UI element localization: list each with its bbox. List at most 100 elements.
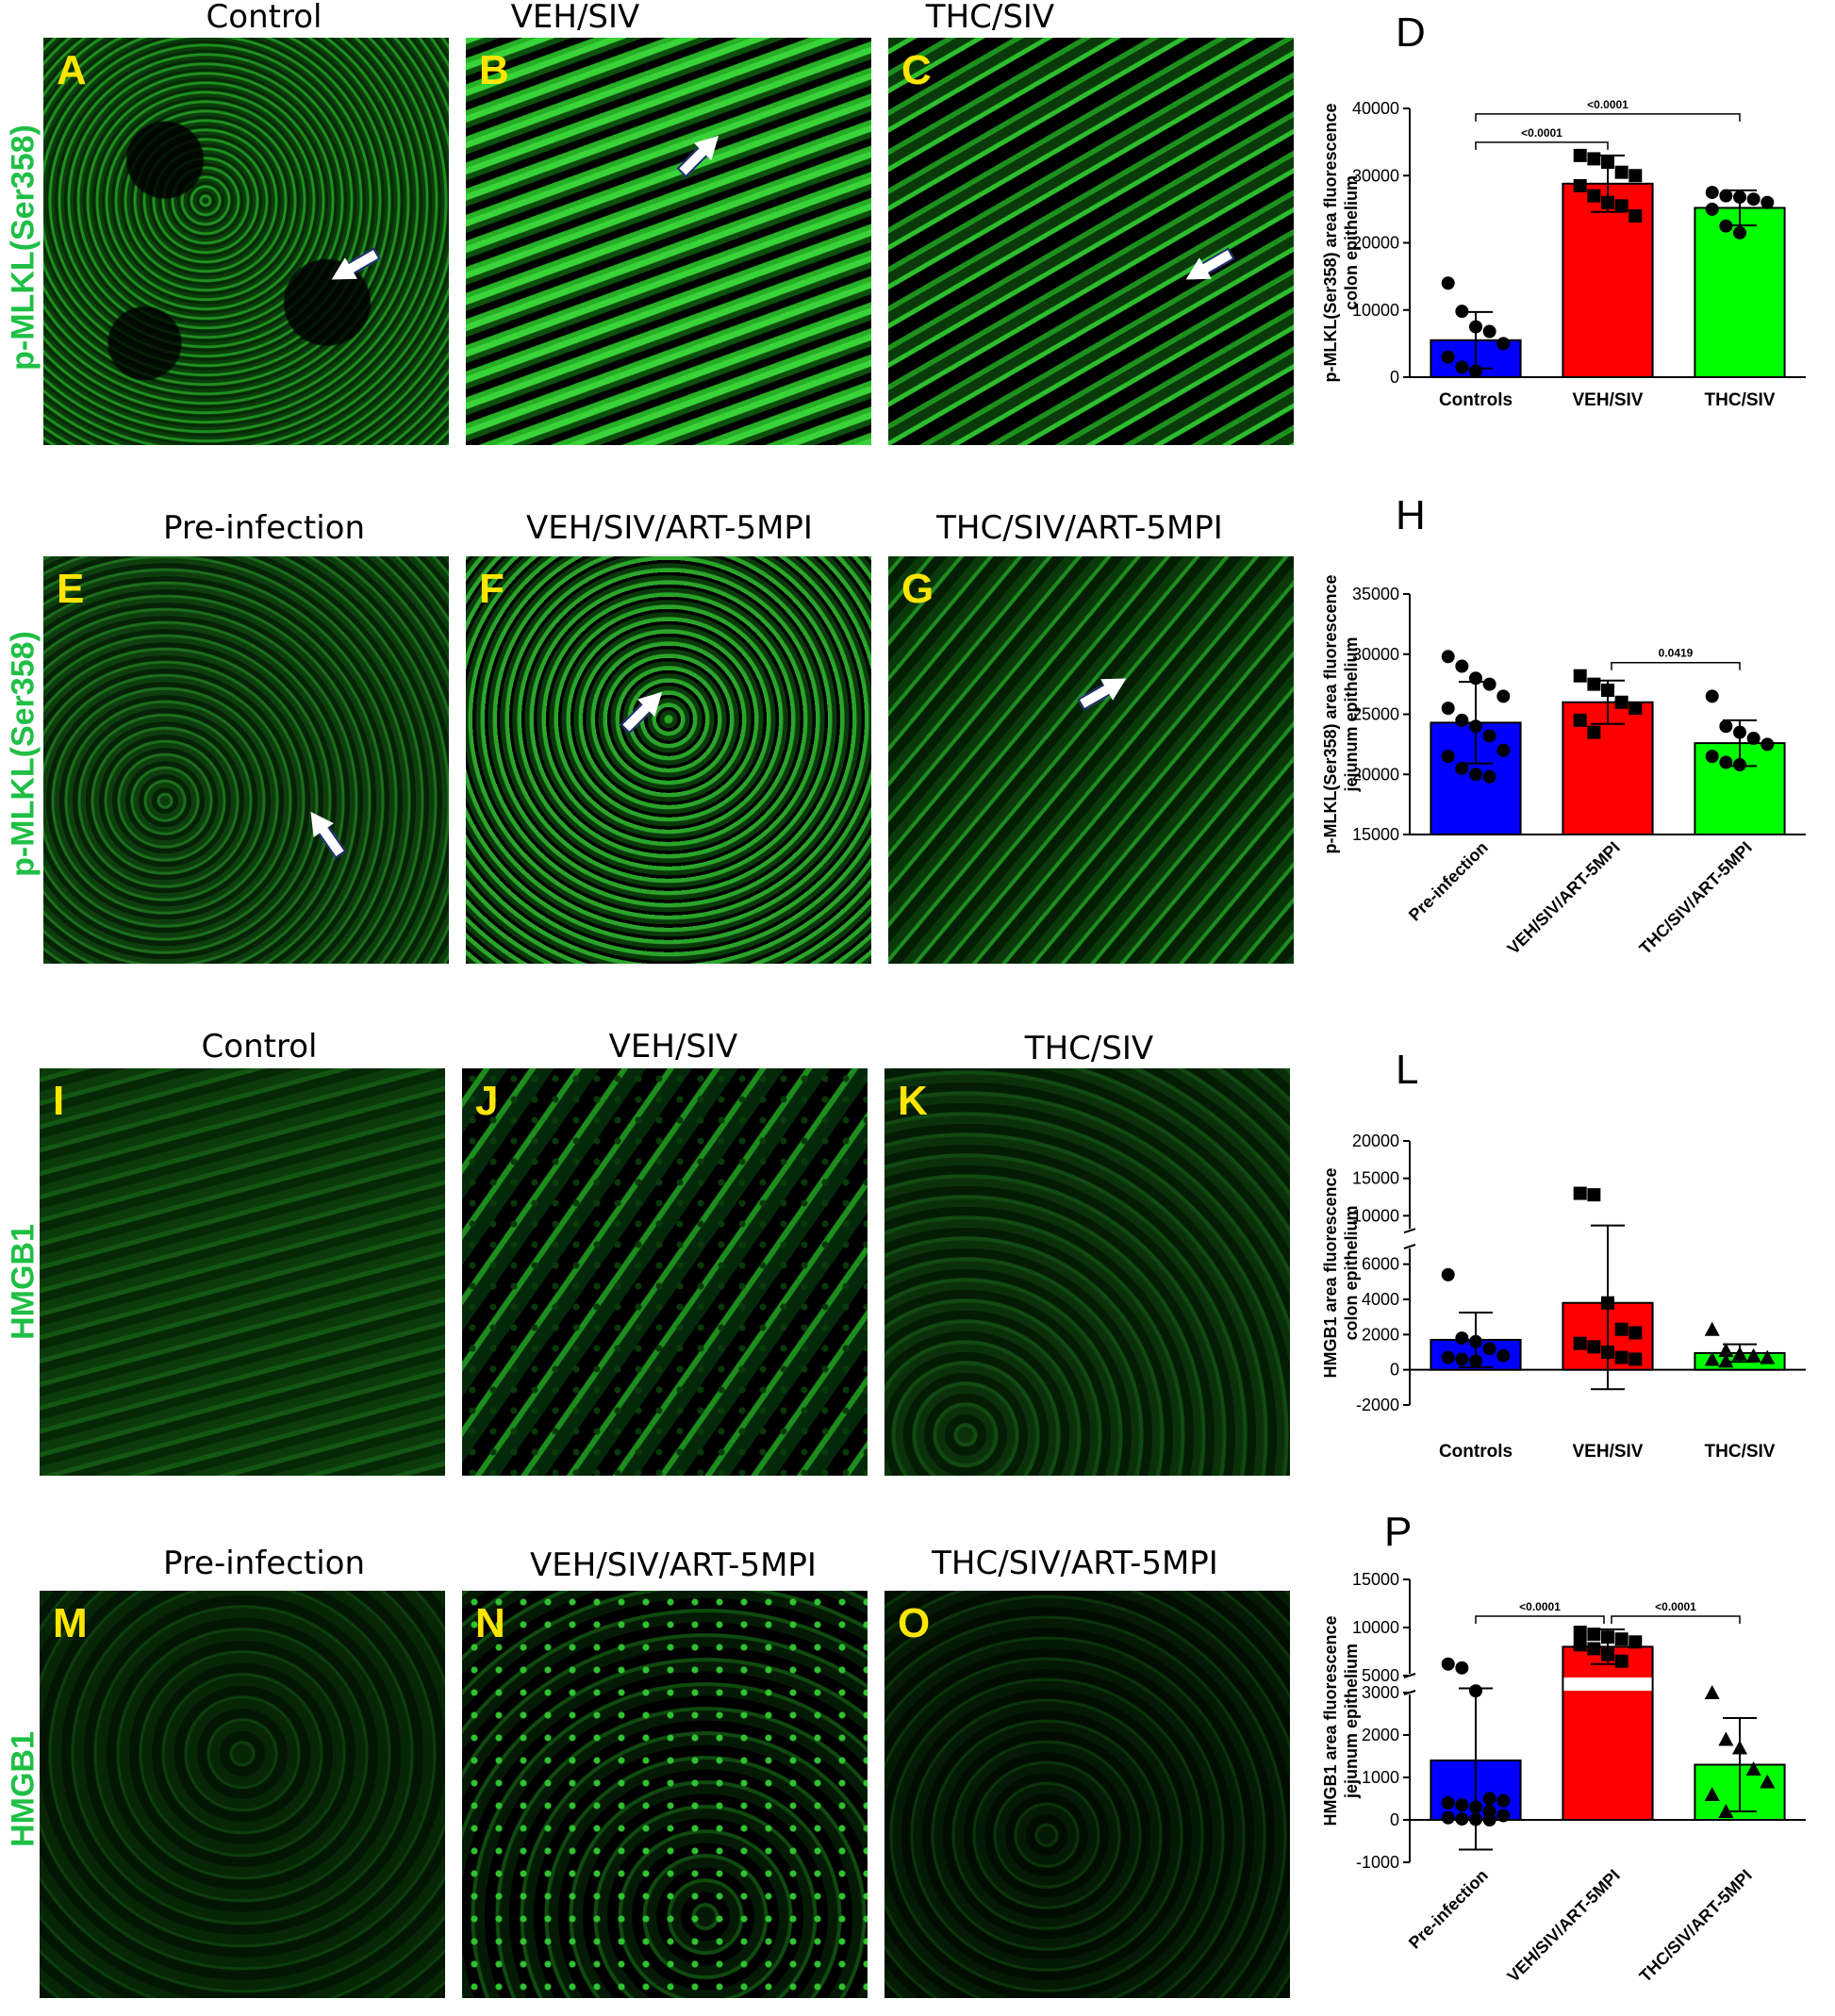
data-point [1614, 1654, 1628, 1668]
data-point [1760, 1774, 1776, 1789]
data-point [1441, 1796, 1455, 1809]
chart-letter-h: H [1396, 492, 1426, 538]
data-point [1628, 1326, 1643, 1340]
data-point [1601, 195, 1614, 209]
panel-letter-g: G [901, 566, 934, 612]
data-point [1601, 1346, 1614, 1359]
y-tick-label: 3000 [1362, 1683, 1399, 1702]
p-value-label: <0.0001 [1587, 98, 1628, 111]
significance-bracket [1611, 1615, 1741, 1625]
significance-bracket [1475, 113, 1741, 122]
p-value-label: <0.0001 [1519, 1600, 1561, 1613]
data-point [1496, 1809, 1511, 1823]
micrograph-panel-o: O [884, 1591, 1290, 1998]
data-point [1761, 195, 1775, 209]
data-point [1482, 1792, 1496, 1806]
arrow-icon [300, 803, 352, 862]
data-point [1601, 684, 1614, 697]
micrograph-panel-e: E [43, 556, 449, 964]
x-tick-label: Controls [1439, 1442, 1513, 1462]
row-4-label: HMGB1 [5, 1731, 41, 1847]
y-tick-label: 0 [1390, 1810, 1399, 1829]
data-point [1455, 1812, 1469, 1826]
data-point [1455, 659, 1469, 673]
data-point [1628, 209, 1643, 223]
data-point [1704, 1787, 1720, 1801]
y-tick-label: 5000 [1362, 1666, 1399, 1685]
y-tick-label: 35000 [1352, 585, 1399, 603]
data-point [1482, 769, 1496, 784]
data-point [1628, 1352, 1643, 1366]
panel-o-title: THC/SIV/ART-5MPI [932, 1545, 1218, 1582]
x-tick-label: VEH/SIV/ART-5MPI [1504, 838, 1624, 958]
micrograph-panel-m: M [40, 1591, 445, 1998]
data-point [1441, 276, 1455, 290]
x-tick-label: Controls [1439, 390, 1513, 410]
data-point [1441, 1810, 1455, 1825]
data-point [1573, 1186, 1587, 1200]
y-tick-label: 0 [1390, 368, 1399, 387]
chart-letter-p: P [1384, 1509, 1413, 1555]
panel-letter-n: N [475, 1600, 505, 1646]
y-tick-label: 15000 [1352, 825, 1399, 844]
data-point [1719, 719, 1733, 734]
data-point [1573, 1638, 1587, 1652]
panel-c-title: THC/SIV [925, 0, 1055, 36]
data-point [1614, 165, 1628, 179]
y-tick-label: 15000 [1352, 1570, 1399, 1589]
micrograph-panel-i: I [40, 1068, 445, 1476]
y-tick-label: 20000 [1352, 1132, 1399, 1150]
data-point [1587, 1628, 1601, 1642]
data-point [1718, 1804, 1734, 1818]
data-point [1718, 1343, 1734, 1358]
data-point [1587, 1188, 1601, 1202]
y-axis-label: HMGB1 area fluorescence colon epithelium [1321, 1167, 1361, 1378]
data-point [1705, 202, 1719, 216]
data-point [1628, 702, 1643, 716]
data-point [1469, 1812, 1482, 1826]
y-axis-label: p-MLKL(Ser358) area fluorescence jejunum … [1321, 574, 1361, 853]
x-tick-label: Pre-infection [1405, 838, 1492, 925]
panel-letter-o: O [898, 1600, 931, 1646]
micrograph-panel-k: K [884, 1068, 1290, 1476]
y-tick-label: 10000 [1352, 1206, 1399, 1225]
data-point [1719, 755, 1733, 769]
data-point [1587, 725, 1601, 739]
data-point [1733, 190, 1746, 205]
data-point [1732, 1740, 1747, 1755]
data-point [1496, 743, 1511, 757]
data-point [1614, 1350, 1628, 1364]
x-tick-label: THC/SIV [1705, 390, 1776, 410]
panel-letter-c: C [901, 47, 932, 93]
panel-letter-a: A [57, 47, 87, 93]
data-point [1705, 186, 1719, 200]
row-2-label: p-MLKL(Ser358) [5, 631, 41, 877]
data-point [1441, 750, 1455, 764]
p-value-label: <0.0001 [1521, 126, 1562, 140]
data-point [1718, 1731, 1734, 1746]
data-point [1733, 725, 1746, 739]
bar-break [1563, 1677, 1652, 1691]
data-point [1704, 1321, 1720, 1336]
data-point [1482, 677, 1496, 691]
y-tick-label: 6000 [1362, 1255, 1399, 1274]
arrow-icon [672, 125, 728, 181]
data-point [1705, 689, 1719, 703]
data-point [1628, 1635, 1643, 1649]
y-tick-label: -2000 [1356, 1396, 1399, 1414]
arrow-icon [1074, 667, 1133, 716]
panel-n-title: VEH/SIV/ART-5MPI [530, 1546, 817, 1584]
panel-letter-f: F [479, 566, 504, 612]
data-point [1733, 758, 1746, 772]
micrograph-panel-n: N [462, 1591, 868, 1998]
data-point [1745, 1347, 1761, 1363]
micrograph-panel-a: A [43, 38, 449, 445]
y-tick-label: 30000 [1352, 166, 1399, 185]
data-point [1441, 1350, 1455, 1364]
arrow-icon [323, 242, 383, 291]
data-point [1496, 1793, 1511, 1808]
y-tick-label: 25000 [1352, 705, 1399, 724]
data-point [1760, 1349, 1776, 1364]
data-point [1601, 1630, 1614, 1644]
significance-bracket [1611, 661, 1741, 670]
